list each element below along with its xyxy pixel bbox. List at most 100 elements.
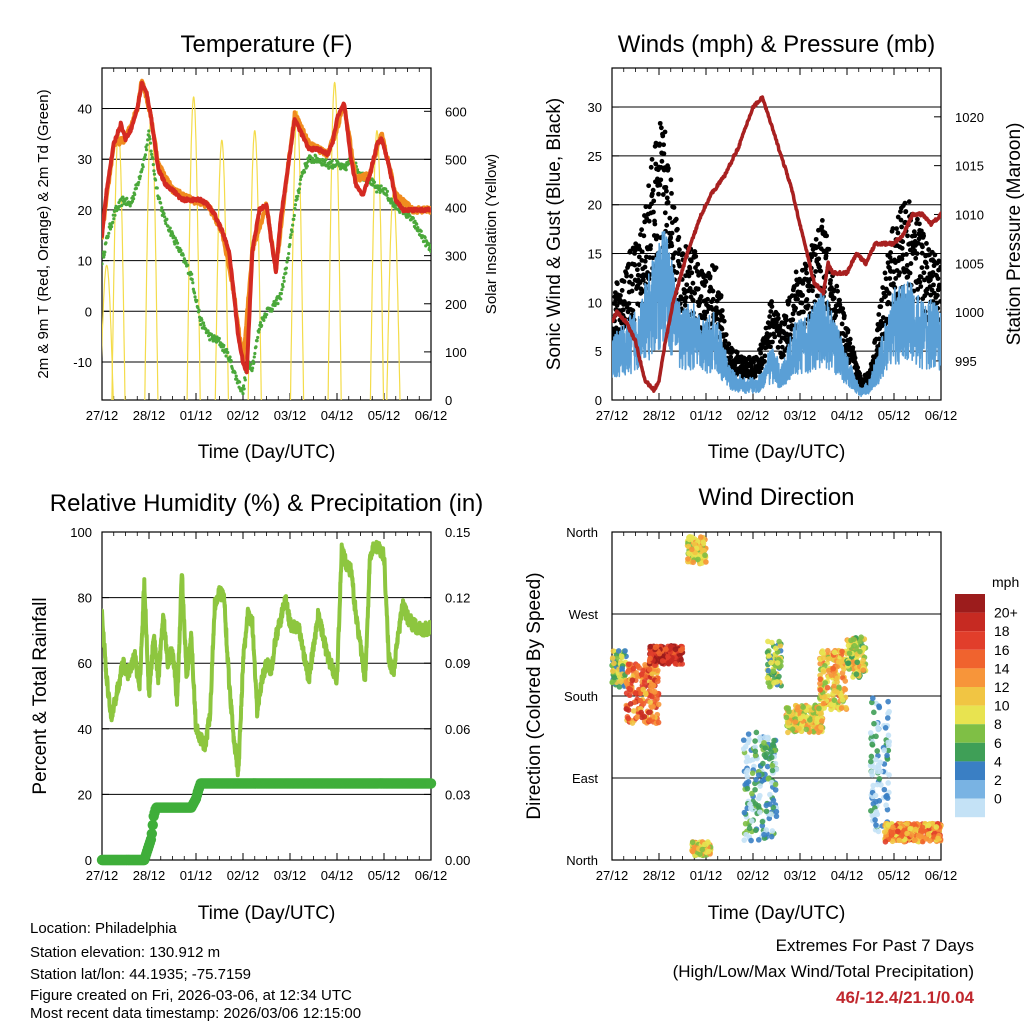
direction-point <box>820 655 827 661</box>
direction-legend-swatch <box>955 649 985 669</box>
gust-point <box>888 250 894 255</box>
direction-point <box>647 655 653 662</box>
winds-xtick-label: 01/12 <box>690 408 723 423</box>
direction-point <box>860 657 866 664</box>
gust-point <box>769 299 775 304</box>
winds-ytick-left-label: 25 <box>588 149 602 164</box>
direction-point <box>609 655 616 661</box>
gust-point <box>626 301 632 306</box>
gust-point <box>814 293 820 299</box>
winds-ytick-left-label: 20 <box>588 198 602 213</box>
temperature-xtick-label: 01/12 <box>180 408 213 423</box>
direction-point <box>817 680 823 687</box>
winds-title: Winds (mph) & Pressure (mb) <box>618 31 935 58</box>
dewpoint-point <box>150 152 154 156</box>
temperature-ytick-left-label: 20 <box>78 203 92 218</box>
temperature-ytick-left-label: 0 <box>85 304 92 319</box>
gust-point <box>835 288 840 294</box>
direction-point <box>925 831 932 838</box>
dewpoint-point <box>133 192 137 197</box>
direction-point <box>655 701 662 708</box>
gust-point <box>876 336 882 342</box>
direction-point <box>752 752 759 759</box>
gust-point <box>650 255 656 261</box>
gust-point <box>777 339 783 344</box>
gust-point <box>614 281 620 287</box>
direction-point <box>868 808 874 814</box>
direction-point <box>641 713 648 720</box>
dewpoint-point <box>107 231 111 235</box>
temperature-xtick-label: 06/12 <box>415 408 448 423</box>
gust-point <box>660 192 666 197</box>
direction-point <box>748 818 755 824</box>
extremes-title: Extremes For Past 7 Days <box>775 936 974 955</box>
dewpoint-point <box>280 287 284 292</box>
dewpoint-point <box>116 207 120 211</box>
direction-point <box>627 701 634 707</box>
dewpoint-point <box>113 213 117 217</box>
gust-point <box>671 205 677 210</box>
dewpoint-point <box>109 225 114 229</box>
dewpoint-point <box>376 184 380 188</box>
dewpoint-point <box>102 262 104 266</box>
gust-point <box>883 276 889 282</box>
gust-point <box>938 264 941 270</box>
dewpoint-point <box>162 211 166 216</box>
dewpoint-point <box>257 327 261 331</box>
direction-point <box>785 720 792 726</box>
direction-point <box>850 636 857 643</box>
gust-point <box>906 199 912 205</box>
dewpoint-point <box>173 242 177 246</box>
gust-point <box>890 226 896 231</box>
dewpoint-point <box>242 387 246 391</box>
direction-point <box>690 559 697 566</box>
winds-ytick-right-label: 995 <box>955 354 977 369</box>
gust-point <box>653 161 659 167</box>
direction-point <box>817 676 824 682</box>
gust-point <box>641 233 647 239</box>
direction-ytick-label: West <box>569 607 599 622</box>
direction-point <box>741 809 748 816</box>
direction-point <box>648 683 654 690</box>
direction-point <box>889 838 896 845</box>
dewpoint-point <box>229 359 233 363</box>
gust-point <box>648 164 654 170</box>
dewpoint-point <box>152 169 156 173</box>
dewpoint-point <box>241 392 245 396</box>
direction-point <box>699 846 706 853</box>
humidity-line <box>102 539 431 778</box>
gust-point <box>930 270 936 275</box>
solar-insolation-line <box>102 264 114 400</box>
dewpoint-point <box>257 330 261 334</box>
temperature-ytick-right-label: 200 <box>445 297 467 312</box>
direction-point <box>629 720 636 726</box>
direction-point <box>776 638 782 645</box>
dewpoint-point <box>305 164 309 168</box>
gust-point <box>813 269 819 274</box>
direction-xtick-label: 04/12 <box>831 868 864 883</box>
direction-point <box>907 825 913 832</box>
gust-point <box>695 286 701 292</box>
gust-point <box>886 290 892 296</box>
humidity-ytick-left-label: 80 <box>78 591 92 606</box>
gust-point <box>687 286 693 291</box>
gust-point <box>688 258 694 264</box>
direction-legend-swatch <box>955 742 985 762</box>
gust-point <box>900 239 906 245</box>
gust-point <box>911 229 917 235</box>
direction-point <box>757 809 763 815</box>
gust-point <box>668 234 674 240</box>
direction-point <box>828 701 835 708</box>
direction-point <box>895 828 901 835</box>
humidity-xtick-label: 03/12 <box>274 868 307 883</box>
humidity-xlabel: Time (Day/UTC) <box>198 903 336 924</box>
dewpoint-point <box>291 223 295 227</box>
dewpoint-point <box>130 199 135 203</box>
dewpoint-point <box>282 276 286 280</box>
gust-point <box>768 344 773 350</box>
direction-point <box>814 715 821 722</box>
direction-point <box>872 817 878 823</box>
gust-point <box>803 263 809 269</box>
gust-point <box>819 217 825 223</box>
gust-point <box>682 302 688 308</box>
